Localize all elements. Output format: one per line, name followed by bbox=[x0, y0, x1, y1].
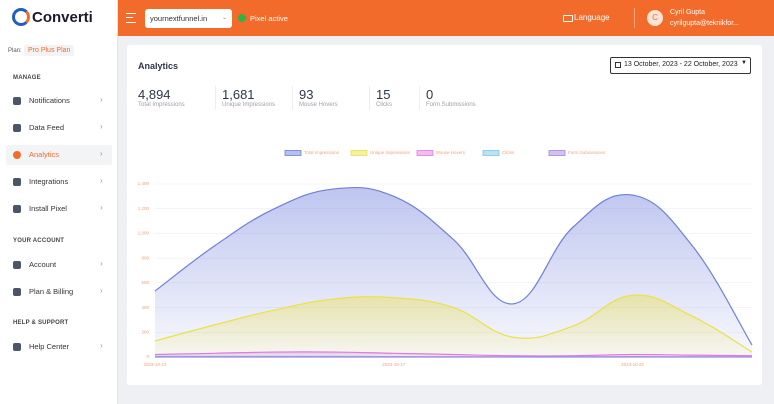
nav-icon bbox=[13, 124, 21, 132]
nav-item[interactable]: Plan & Billing bbox=[29, 287, 74, 296]
domain-text: yournextfunnel.in bbox=[150, 14, 208, 23]
y-tick-label: 1,000 bbox=[138, 231, 150, 236]
y-tick-label: 400 bbox=[141, 305, 149, 310]
nav-item[interactable]: Account bbox=[29, 260, 57, 269]
series-area bbox=[155, 294, 752, 357]
legend-label: Unique Impressions bbox=[370, 150, 411, 155]
nav-icon bbox=[13, 261, 21, 269]
section-title: HELP & SUPPORT bbox=[13, 320, 69, 326]
sidebar bbox=[0, 0, 118, 404]
series-area bbox=[155, 351, 752, 357]
pixel-status: Pixel active bbox=[250, 14, 288, 23]
stat-divider bbox=[215, 86, 216, 110]
series-line bbox=[154, 351, 753, 357]
chevron: › bbox=[100, 286, 103, 295]
stat-label: Total Impressions bbox=[138, 102, 185, 108]
series-line bbox=[154, 294, 753, 353]
nav-item[interactable]: Analytics bbox=[29, 150, 60, 159]
domain-select[interactable] bbox=[145, 9, 232, 28]
chevron: › bbox=[100, 149, 103, 158]
stat-label: Unique Impressions bbox=[222, 102, 276, 108]
stat-label: Mouse Hovers bbox=[299, 102, 338, 108]
date-range: 13 October, 2023 - 22 October, 2023 bbox=[624, 61, 738, 68]
select-caret: ⌄ bbox=[222, 15, 228, 21]
stat-divider bbox=[292, 86, 293, 110]
language-button[interactable]: Language bbox=[574, 13, 610, 22]
series-line bbox=[154, 186, 753, 346]
nav-item[interactable]: Install Pixel bbox=[29, 204, 67, 213]
language-icon bbox=[563, 15, 573, 22]
nav-item[interactable]: Notifications bbox=[29, 96, 70, 105]
chevron: › bbox=[100, 341, 103, 350]
logo-text[interactable]: Converti bbox=[32, 9, 93, 26]
stat-label: Form Submissions bbox=[426, 102, 476, 108]
stat-value: 4,894 bbox=[138, 87, 171, 102]
x-tick-label: 2023-10-17 bbox=[382, 362, 406, 367]
chevron: › bbox=[100, 95, 103, 104]
x-tick-label: 2023-10-21 bbox=[621, 362, 645, 367]
stat-label: Clicks bbox=[376, 102, 392, 108]
chevron: › bbox=[100, 259, 103, 268]
legend-swatch bbox=[284, 150, 302, 156]
y-tick-label: 200 bbox=[141, 329, 149, 334]
x-tick-label: 2023-10-13 bbox=[143, 362, 167, 367]
legend-swatch bbox=[548, 150, 566, 156]
nav-item[interactable]: Data Feed bbox=[29, 123, 65, 132]
nav-item[interactable]: Help Center bbox=[29, 342, 70, 351]
logo-icon bbox=[12, 8, 30, 26]
nav-icon bbox=[13, 205, 21, 213]
stat-divider bbox=[419, 86, 420, 110]
nav-icon bbox=[13, 97, 21, 105]
calendar-icon bbox=[615, 62, 621, 68]
nav-icon bbox=[13, 178, 21, 186]
stat-value: 0 bbox=[426, 87, 434, 102]
nav-active-bg bbox=[6, 145, 112, 165]
legend-label: Mouse Hovers bbox=[436, 150, 466, 155]
stat-value: 15 bbox=[376, 87, 391, 102]
nav-icon bbox=[13, 343, 21, 351]
legend-label: Form Submissions bbox=[568, 150, 606, 155]
nav-item[interactable]: Integrations bbox=[29, 177, 69, 186]
date-range-picker[interactable] bbox=[610, 57, 751, 74]
y-tick-label: 1,400 bbox=[138, 181, 150, 186]
section-title: MANAGE bbox=[13, 75, 41, 81]
nav-icon bbox=[13, 288, 21, 296]
analytics-title: Analytics bbox=[138, 61, 179, 71]
chevron: › bbox=[100, 176, 103, 185]
user-name: Cyril Gupta bbox=[670, 9, 706, 16]
y-tick-label: 800 bbox=[141, 255, 149, 260]
avatar[interactable]: C bbox=[647, 10, 663, 26]
menu-line bbox=[126, 16, 133, 18]
chart: 0 200 400 600 800 1,000 1,200 1,400 2023-10-13 20… bbox=[138, 150, 753, 367]
y-tick-label: 1,200 bbox=[138, 206, 150, 211]
legend-swatch bbox=[350, 150, 368, 156]
plan-label: Plan: bbox=[8, 48, 22, 54]
menu-button[interactable] bbox=[126, 13, 136, 23]
y-tick-label: 0 bbox=[146, 354, 149, 359]
nav-icon bbox=[13, 151, 21, 159]
pixel-dot bbox=[238, 14, 246, 22]
legend-label: Total Impressions bbox=[304, 150, 340, 155]
stat-divider bbox=[369, 86, 370, 110]
legend-swatch bbox=[482, 150, 500, 156]
legend-swatch bbox=[416, 150, 434, 156]
user-email: cyrilgupta@teknikfor... bbox=[670, 20, 739, 27]
chevron: › bbox=[100, 203, 103, 212]
plan-badge: Pro Plus Plan bbox=[24, 45, 75, 56]
section-title: YOUR ACCOUNT bbox=[13, 238, 65, 244]
chevron: › bbox=[100, 122, 103, 131]
date-caret: ▼ bbox=[741, 60, 747, 66]
y-tick-label: 600 bbox=[141, 280, 149, 285]
legend-label: Clicks bbox=[502, 150, 515, 155]
stat-value: 93 bbox=[299, 87, 314, 102]
separator bbox=[634, 8, 635, 28]
stat-value: 1,681 bbox=[222, 87, 255, 102]
